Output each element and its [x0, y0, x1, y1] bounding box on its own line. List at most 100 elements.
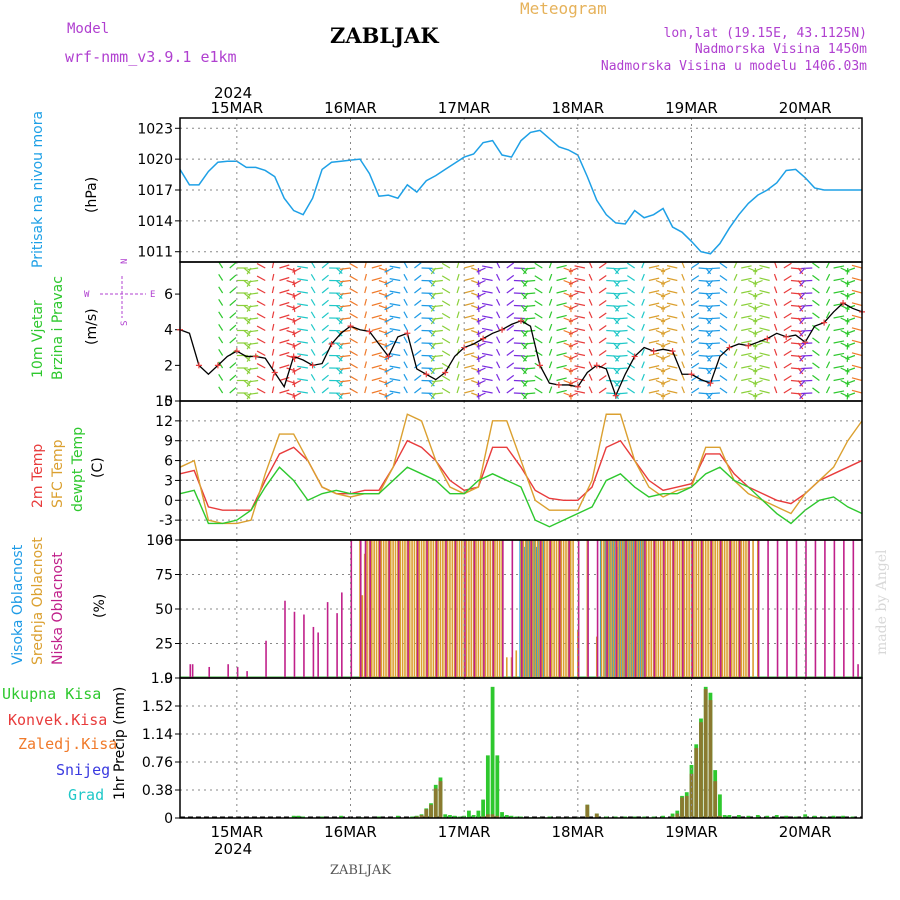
wind-vector: [524, 292, 536, 295]
top-year-label: 2024: [214, 84, 252, 102]
wind-vector: [310, 348, 316, 356]
wind-vector: [801, 354, 813, 357]
precip-conv-bar: [424, 809, 429, 818]
wind-vector: [482, 327, 493, 332]
wind-vector: [229, 362, 237, 369]
wind-vector: [371, 264, 382, 269]
wind-vector: [414, 262, 422, 269]
wind-vector: [759, 289, 770, 294]
wind-vector: [705, 355, 712, 362]
wind-vector: [476, 379, 486, 386]
wind-vector: [187, 327, 197, 330]
wind-vector: [279, 376, 290, 382]
wind-vector: [464, 289, 475, 294]
top-date-label: 20MAR: [779, 99, 832, 117]
wind-vector: [812, 262, 820, 269]
wind-vector: [741, 377, 752, 382]
wind-vector: [200, 356, 208, 360]
wind-vector: [247, 367, 259, 371]
wind-vector: [389, 315, 401, 319]
wind-vector: [441, 337, 451, 344]
wind-vector: [476, 354, 486, 361]
wind-vector: [616, 392, 628, 395]
wind-speed-marker: [764, 335, 771, 342]
wind-vector: [229, 324, 237, 331]
wind-vector: [753, 392, 763, 398]
bottom-date-label: 20MAR: [779, 823, 832, 841]
wind-vector: [588, 348, 593, 356]
pressure-line: [179, 129, 862, 255]
wind-vector: [310, 273, 316, 281]
wind-vector: [783, 337, 792, 344]
wind-vector: [641, 323, 645, 331]
wind-vector: [626, 287, 635, 294]
wind-vector: [506, 387, 515, 394]
wind-vector: [229, 387, 237, 394]
wind-vector: [833, 265, 845, 269]
precip-legend: Ukupna Kisa Konvek.Kisa Zaledj.Kisa Snijeg G…: [2, 685, 117, 804]
wind-vector: [256, 363, 266, 369]
wind-vector: [845, 317, 856, 323]
wind-vector: [588, 273, 593, 281]
wind-vector: [660, 367, 671, 373]
wind-vector: [310, 286, 316, 294]
wind-vector: [431, 392, 443, 395]
precip-conv-bar: [680, 797, 684, 818]
precip-conv-bar: [718, 815, 722, 818]
wind-vector: [229, 262, 237, 269]
wind-speed-marker: [442, 369, 449, 376]
wind-vector: [666, 290, 678, 294]
wind-vector: [666, 265, 678, 269]
wind-vector: [335, 392, 343, 399]
wind-vector: [648, 290, 660, 294]
wind-vector: [384, 342, 394, 348]
wind-vector: [247, 329, 259, 333]
precip-ytick-label: 0: [164, 811, 173, 827]
wind-vector: [719, 312, 728, 319]
wind-vector: [456, 286, 460, 294]
product-title: Meteogram: [520, 0, 607, 18]
wind-vector: [506, 274, 515, 281]
wind-vector: [389, 365, 401, 369]
temp-ytick-label: 12: [155, 414, 173, 430]
wind-vector: [431, 329, 443, 333]
wind-vector: [783, 275, 792, 282]
wind-vector: [414, 337, 422, 344]
wind-vector: [271, 386, 275, 394]
station-title: ZABLJAK: [330, 23, 439, 48]
wind-vector: [588, 323, 593, 331]
wind-vector: [256, 288, 266, 294]
wind-vector: [335, 305, 343, 312]
wind-vector: [801, 292, 813, 295]
wind-vector: [825, 273, 831, 281]
wind-vector: [524, 392, 536, 395]
precip-conv-bar: [485, 814, 490, 818]
wind-vector: [339, 292, 351, 295]
wind-vector: [310, 262, 316, 269]
precip-conv-bar: [708, 700, 713, 818]
wind-vector: [194, 293, 204, 296]
wind-ylabel-1: 10m Vjetar: [30, 300, 46, 378]
wind-vector: [271, 273, 275, 281]
wind-vector: [705, 317, 712, 325]
wind-vector: [783, 262, 792, 269]
wind-vector: [428, 292, 435, 300]
wind-vector: [456, 336, 460, 344]
wind-vector: [588, 311, 593, 319]
wind-vector: [218, 336, 224, 344]
wind-vector: [520, 342, 527, 350]
wind-vector: [556, 314, 567, 319]
wind-vector: [698, 317, 710, 320]
wind-vector: [666, 390, 678, 394]
cloud-ytick-label: 0: [164, 671, 173, 687]
wind-vector: [568, 329, 579, 335]
wind-vector: [681, 298, 685, 306]
wind-vector: [371, 352, 382, 357]
wind-vector: [588, 386, 593, 394]
wind-vector: [606, 304, 618, 307]
wind-vector: [606, 342, 618, 345]
wind-vector: [705, 305, 712, 312]
precip-conv-bar: [585, 804, 590, 818]
wind-vector: [513, 317, 525, 320]
